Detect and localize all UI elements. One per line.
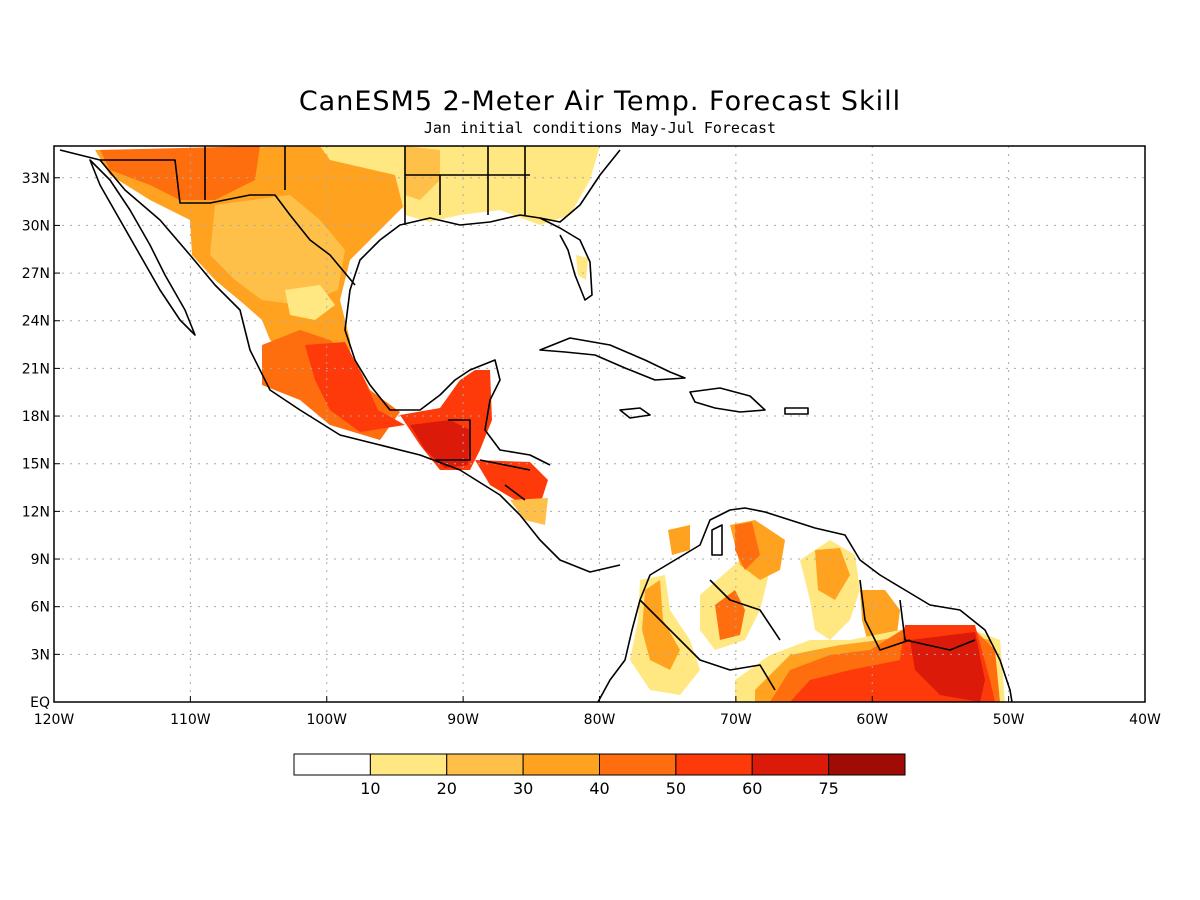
lat-tick-label: 33N xyxy=(22,171,50,187)
lat-tick-label: 12N xyxy=(22,504,50,520)
colorbar-swatch xyxy=(751,753,830,776)
lat-tick-label: EQ xyxy=(30,695,50,711)
coastline-cuba xyxy=(539,337,686,381)
lon-tick-label: 80W xyxy=(584,712,616,728)
skill-region-sonora-red xyxy=(180,150,250,195)
colorbar-label: 60 xyxy=(742,779,762,798)
lat-tick-label: 6N xyxy=(31,600,50,616)
colorbar-label: 30 xyxy=(513,779,533,798)
skill-region-guatemala-dark xyxy=(410,420,470,468)
lon-tick-label: 120W xyxy=(34,712,75,728)
skill-region-amapa-dark xyxy=(910,632,985,702)
coastline-baja xyxy=(89,159,196,336)
lat-axis: 33N 30N 27N 24N 21N 18N 15N 12N 9N 6N 3N EQ xyxy=(22,171,60,711)
skill-region-seus-light xyxy=(405,146,440,200)
lat-tick-label: 21N xyxy=(22,361,50,377)
colorbar-swatch xyxy=(522,753,600,776)
coastline-maracaibo xyxy=(711,524,723,556)
skill-region-honduras-red xyxy=(475,460,548,505)
colorbar-label: 50 xyxy=(666,779,686,798)
colorbar-swatch xyxy=(599,753,677,776)
lon-tick-label: 60W xyxy=(856,712,888,728)
skill-region-mexico-light xyxy=(210,195,345,305)
map-subtitle: Jan initial conditions May-Jul Forecast xyxy=(423,119,777,137)
lon-tick-label: 50W xyxy=(993,712,1025,728)
border-us-mexico xyxy=(100,159,356,286)
lat-tick-label: 3N xyxy=(31,647,50,663)
colorbar-swatch xyxy=(369,753,448,776)
skill-region-seus-yellow xyxy=(320,146,600,225)
colorbar-swatch xyxy=(675,753,753,776)
skill-region-nicaragua-light xyxy=(510,498,548,525)
coastline-hispaniola xyxy=(689,387,766,413)
lon-tick-label: 110W xyxy=(170,712,211,728)
coastline-gulf-mexico xyxy=(344,149,621,466)
coastline-jamaica xyxy=(619,407,651,419)
lat-tick-label: 30N xyxy=(22,218,50,234)
colorbar-label: 40 xyxy=(589,779,609,798)
coastline-south-america xyxy=(597,507,1013,702)
lat-tick-label: 24N xyxy=(22,314,50,330)
colorbar-label: 20 xyxy=(437,779,457,798)
colorbar: 10 20 30 40 50 60 75 xyxy=(293,753,906,798)
skill-region-smexico-red xyxy=(305,342,405,432)
colorbar-swatch xyxy=(446,753,524,776)
border-south-america xyxy=(639,579,976,691)
lon-tick-label: 100W xyxy=(306,712,347,728)
map-gridlines xyxy=(54,146,1145,702)
colorbar-swatch xyxy=(293,753,371,776)
coastline-florida xyxy=(539,217,593,301)
lon-tick-label: 90W xyxy=(447,712,479,728)
skill-region-panama-orange xyxy=(668,525,690,555)
lat-tick-label: 18N xyxy=(22,409,50,425)
lat-tick-label: 15N xyxy=(22,457,50,473)
border-central-america xyxy=(435,419,531,501)
colorbar-label: 10 xyxy=(360,779,380,798)
colorbar-swatch xyxy=(828,753,906,776)
map-title: CanESM5 2-Meter Air Temp. Forecast Skill xyxy=(298,86,902,117)
lat-tick-label: 27N xyxy=(22,266,50,282)
skill-region-mexico-lightest xyxy=(285,285,335,320)
skill-region-guyana-orange xyxy=(815,548,850,600)
lon-tick-label: 70W xyxy=(720,712,752,728)
coastline-puerto-rico xyxy=(784,407,809,415)
skill-region-nw-venezuela-red xyxy=(735,522,760,570)
lon-axis: 120W 110W 100W 90W 80W 70W 60W 50W 40W xyxy=(34,696,1161,728)
skill-region-florida-yellow xyxy=(576,255,588,280)
coastline-mexico-pacific xyxy=(59,149,621,573)
colorbar-label: 75 xyxy=(818,779,838,798)
skill-shading xyxy=(95,146,1005,702)
lon-tick-label: 40W xyxy=(1129,712,1161,728)
coastlines xyxy=(59,146,1013,702)
lat-tick-label: 9N xyxy=(31,552,50,568)
border-us-states xyxy=(204,146,530,225)
skill-region-colombia-orange xyxy=(642,580,680,670)
